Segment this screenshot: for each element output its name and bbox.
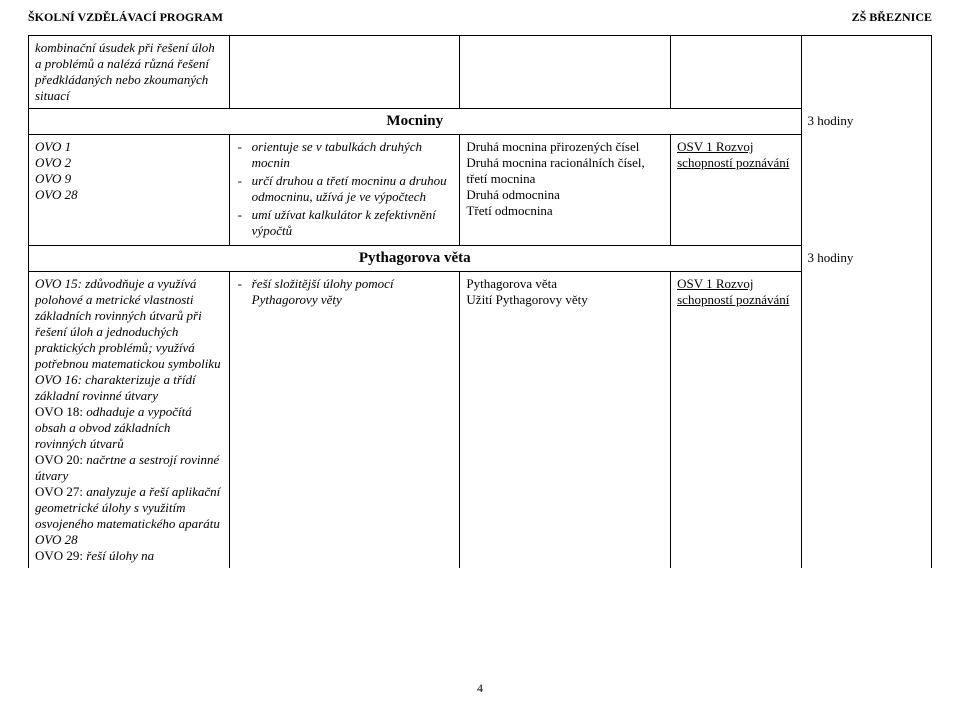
cell-r2c1: OVO 1 OVO 2 OVO 9 OVO 28 (29, 135, 230, 246)
header-left: ŠKOLNÍ VZDĚLÁVACÍ PROGRAM (28, 10, 223, 25)
cell-r2c5 (801, 135, 931, 246)
cell-r3c5 (801, 272, 931, 569)
list-item: orientuje se v tabulkách druhých mocnin (236, 139, 454, 171)
header-right: ZŠ BŘEZNICE (852, 10, 932, 25)
ovo-code: OVO 9 (35, 171, 223, 187)
ovo-code: OVO 1 (35, 139, 223, 155)
cell-r1c3 (460, 36, 671, 109)
ovo-text: OVO 29: řeší úlohy na (35, 548, 223, 564)
ovo-text: OVO 20: načrtne a sestrojí rovinné útvar… (35, 452, 223, 484)
curriculum-table: kombinační úsudek při řešení úloh a prob… (28, 35, 932, 568)
cell-r1c4 (671, 36, 801, 109)
ovo-text: OVO 16: charakterizuje a třídí základní … (35, 372, 223, 404)
cell-r3c2: řeší složitější úlohy pomocí Pythagorovy… (229, 272, 460, 569)
ovo-text: OVO 15: zdůvodňuje a využívá polohové a … (35, 276, 223, 372)
page-number: 4 (0, 681, 960, 696)
topic-line: Pythagorova věta (466, 276, 664, 292)
ovo-text: OVO 28 (35, 532, 223, 548)
cross-ref: OSV 1 Rozvoj schopností poznávání (677, 139, 789, 170)
cell-r1c5 (801, 36, 931, 109)
cell-r2c2: orientuje se v tabulkách druhých mocnin … (229, 135, 460, 246)
cross-ref: OSV 1 Rozvoj schopností poznávání (677, 276, 789, 307)
topic-line: Druhá mocnina přirozených čísel (466, 139, 664, 155)
topic-line: Druhá odmocnina (466, 187, 664, 203)
section-mocniny-title: Mocniny (29, 109, 802, 135)
cell-r2c3: Druhá mocnina přirozených čísel Druhá mo… (460, 135, 671, 246)
list-item: umí užívat kalkulátor k zefektivnění výp… (236, 207, 454, 239)
topic-line: Užití Pythagorovy věty (466, 292, 664, 308)
ovo-text: OVO 27: analyzuje a řeší aplikační geome… (35, 484, 223, 532)
cell-r2c4: OSV 1 Rozvoj schopností poznávání (671, 135, 801, 246)
cell-r3c4: OSV 1 Rozvoj schopností poznávání (671, 272, 801, 569)
cell-r3c1: OVO 15: zdůvodňuje a využívá polohové a … (29, 272, 230, 569)
cell-r1c1: kombinační úsudek při řešení úloh a prob… (29, 36, 230, 109)
section-mocniny-hours: 3 hodiny (801, 109, 931, 135)
topic-line: Třetí odmocnina (466, 203, 664, 219)
list-item: určí druhou a třetí mocninu a druhou odm… (236, 173, 454, 205)
ovo-code: OVO 2 (35, 155, 223, 171)
section-pythagoras-hours: 3 hodiny (801, 246, 931, 272)
ovo-code: OVO 28 (35, 187, 223, 203)
section-pythagoras-title: Pythagorova věta (29, 246, 802, 272)
list-item: řeší složitější úlohy pomocí Pythagorovy… (236, 276, 454, 308)
cell-r3c3: Pythagorova věta Užití Pythagorovy věty (460, 272, 671, 569)
ovo-text: OVO 18: odhaduje a vypočítá obsah a obvo… (35, 404, 223, 452)
cell-r1c2 (229, 36, 460, 109)
topic-line: Druhá mocnina racionálních čísel, třetí … (466, 155, 664, 187)
